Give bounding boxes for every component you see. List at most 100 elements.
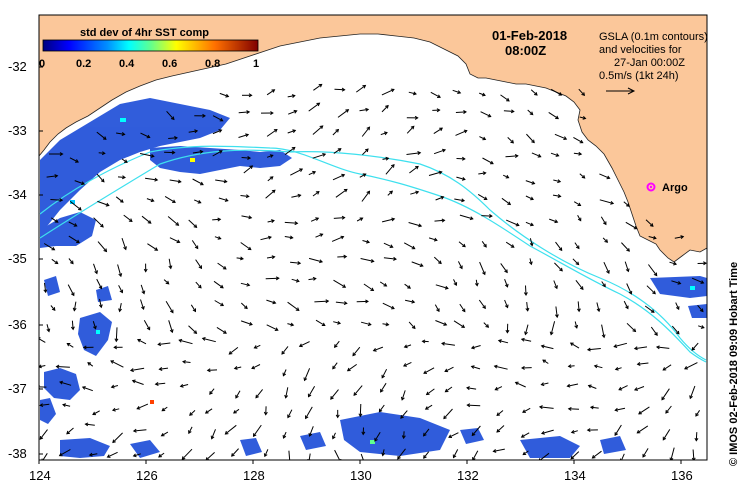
velocity-arrow bbox=[684, 362, 698, 370]
velocity-arrow bbox=[212, 115, 223, 122]
velocity-arrowhead bbox=[141, 290, 146, 295]
velocity-arrowhead bbox=[531, 139, 535, 144]
velocity-arrowhead bbox=[59, 380, 64, 385]
velocity-arrow bbox=[692, 449, 695, 460]
velocity-arrow bbox=[626, 283, 632, 295]
velocity-arrow bbox=[168, 320, 173, 333]
velocity-arrowhead bbox=[441, 218, 446, 223]
lat-label: -34 bbox=[8, 187, 27, 202]
velocity-arrowhead bbox=[403, 363, 407, 367]
velocity-arrow bbox=[212, 129, 222, 135]
velocity-arrow bbox=[359, 403, 362, 417]
lat-label: -37 bbox=[8, 381, 27, 396]
velocity-arrow bbox=[400, 410, 408, 419]
velocity-arrow bbox=[482, 157, 494, 165]
velocity-arrowhead bbox=[343, 188, 348, 193]
velocity-arrowhead bbox=[381, 374, 385, 379]
velocity-arrowhead bbox=[665, 409, 669, 414]
velocity-arrowhead bbox=[141, 305, 145, 311]
velocity-arrowhead bbox=[390, 88, 395, 93]
velocity-arrowhead bbox=[654, 332, 658, 336]
velocity-arrow bbox=[646, 285, 656, 295]
velocity-arrowhead bbox=[578, 151, 583, 156]
velocity-arrow bbox=[179, 339, 193, 345]
colorbar-tick-3: 0.6 bbox=[162, 58, 177, 70]
velocity-arrowhead bbox=[522, 451, 527, 456]
velocity-arrow bbox=[315, 319, 326, 326]
velocity-arrow bbox=[459, 303, 466, 312]
velocity-arrowhead bbox=[389, 244, 394, 248]
velocity-arrowhead bbox=[123, 246, 127, 251]
velocity-arrowhead bbox=[305, 415, 309, 420]
velocity-arrowhead bbox=[123, 159, 128, 163]
lat-label: -38 bbox=[8, 446, 27, 461]
velocity-arrowhead bbox=[461, 308, 466, 313]
velocity-arrow bbox=[123, 214, 133, 222]
velocity-arrowhead bbox=[370, 287, 375, 292]
velocity-arrow bbox=[308, 385, 316, 397]
velocity-arrowhead bbox=[312, 276, 317, 281]
velocity-arrowhead bbox=[136, 406, 141, 410]
velocity-arrow bbox=[140, 284, 145, 294]
velocity-arrowhead bbox=[492, 449, 497, 453]
velocity-arrowhead bbox=[178, 338, 183, 343]
velocity-arrowhead bbox=[102, 136, 107, 140]
legend-line-3: 0.5m/s (1kt 24h) bbox=[599, 70, 678, 82]
velocity-arrowhead bbox=[121, 132, 126, 136]
velocity-arrowhead bbox=[494, 386, 499, 391]
velocity-arrowhead bbox=[540, 382, 545, 387]
velocity-arrowhead bbox=[220, 284, 224, 289]
velocity-arrowhead bbox=[695, 412, 699, 417]
lon-label: 132 bbox=[457, 468, 479, 483]
velocity-arrowhead bbox=[438, 260, 442, 265]
velocity-arrowhead bbox=[538, 405, 543, 410]
velocity-arrow bbox=[521, 432, 530, 438]
velocity-arrow bbox=[225, 424, 237, 435]
velocity-arrowhead bbox=[343, 301, 348, 306]
velocity-arrow bbox=[231, 448, 239, 457]
velocity-arrow bbox=[93, 217, 104, 228]
colorbar-tick-5: 1 bbox=[253, 58, 259, 70]
velocity-arrow bbox=[423, 367, 435, 374]
velocity-arrow bbox=[69, 201, 82, 211]
velocity-arrow bbox=[290, 261, 301, 264]
velocity-arrowhead bbox=[691, 346, 696, 351]
velocity-arrowhead bbox=[577, 202, 582, 206]
velocity-arrowhead bbox=[101, 151, 106, 156]
velocity-arrow bbox=[312, 153, 326, 159]
velocity-arrowhead bbox=[364, 148, 369, 153]
velocity-arrow bbox=[356, 217, 363, 222]
velocity-arrowhead bbox=[410, 125, 415, 130]
colorbar-tick-0: 0 bbox=[39, 58, 45, 70]
velocity-arrow bbox=[68, 221, 77, 227]
velocity-arrowhead bbox=[576, 308, 581, 313]
velocity-arrows bbox=[39, 83, 707, 460]
velocity-arrowhead bbox=[633, 225, 638, 230]
velocity-arrow bbox=[665, 405, 672, 414]
velocity-arrow bbox=[381, 218, 395, 223]
velocity-arrow bbox=[118, 285, 123, 293]
velocity-arrow bbox=[637, 425, 649, 434]
velocity-arrow bbox=[96, 173, 105, 183]
velocity-arrow bbox=[147, 243, 158, 251]
velocity-arrow bbox=[119, 302, 122, 312]
velocity-arrowhead bbox=[174, 136, 178, 140]
velocity-arrowhead bbox=[273, 128, 278, 133]
velocity-arrow bbox=[92, 321, 97, 329]
velocity-arrow bbox=[92, 410, 100, 415]
velocity-arrow bbox=[435, 196, 444, 201]
velocity-arrow bbox=[408, 222, 422, 227]
velocity-arrow bbox=[192, 151, 203, 154]
velocity-arrow bbox=[347, 363, 357, 372]
velocity-arrowhead bbox=[325, 299, 330, 304]
velocity-arrow bbox=[334, 340, 340, 348]
velocity-arrowhead bbox=[614, 366, 619, 371]
velocity-arrow bbox=[241, 215, 252, 219]
velocity-arrow bbox=[59, 381, 72, 386]
velocity-arrow bbox=[188, 325, 197, 334]
velocity-arrowhead bbox=[274, 327, 279, 331]
velocity-arrowhead bbox=[193, 330, 198, 334]
velocity-arrow bbox=[404, 344, 412, 348]
velocity-arrow bbox=[288, 450, 291, 460]
velocity-arrowhead bbox=[403, 344, 408, 349]
